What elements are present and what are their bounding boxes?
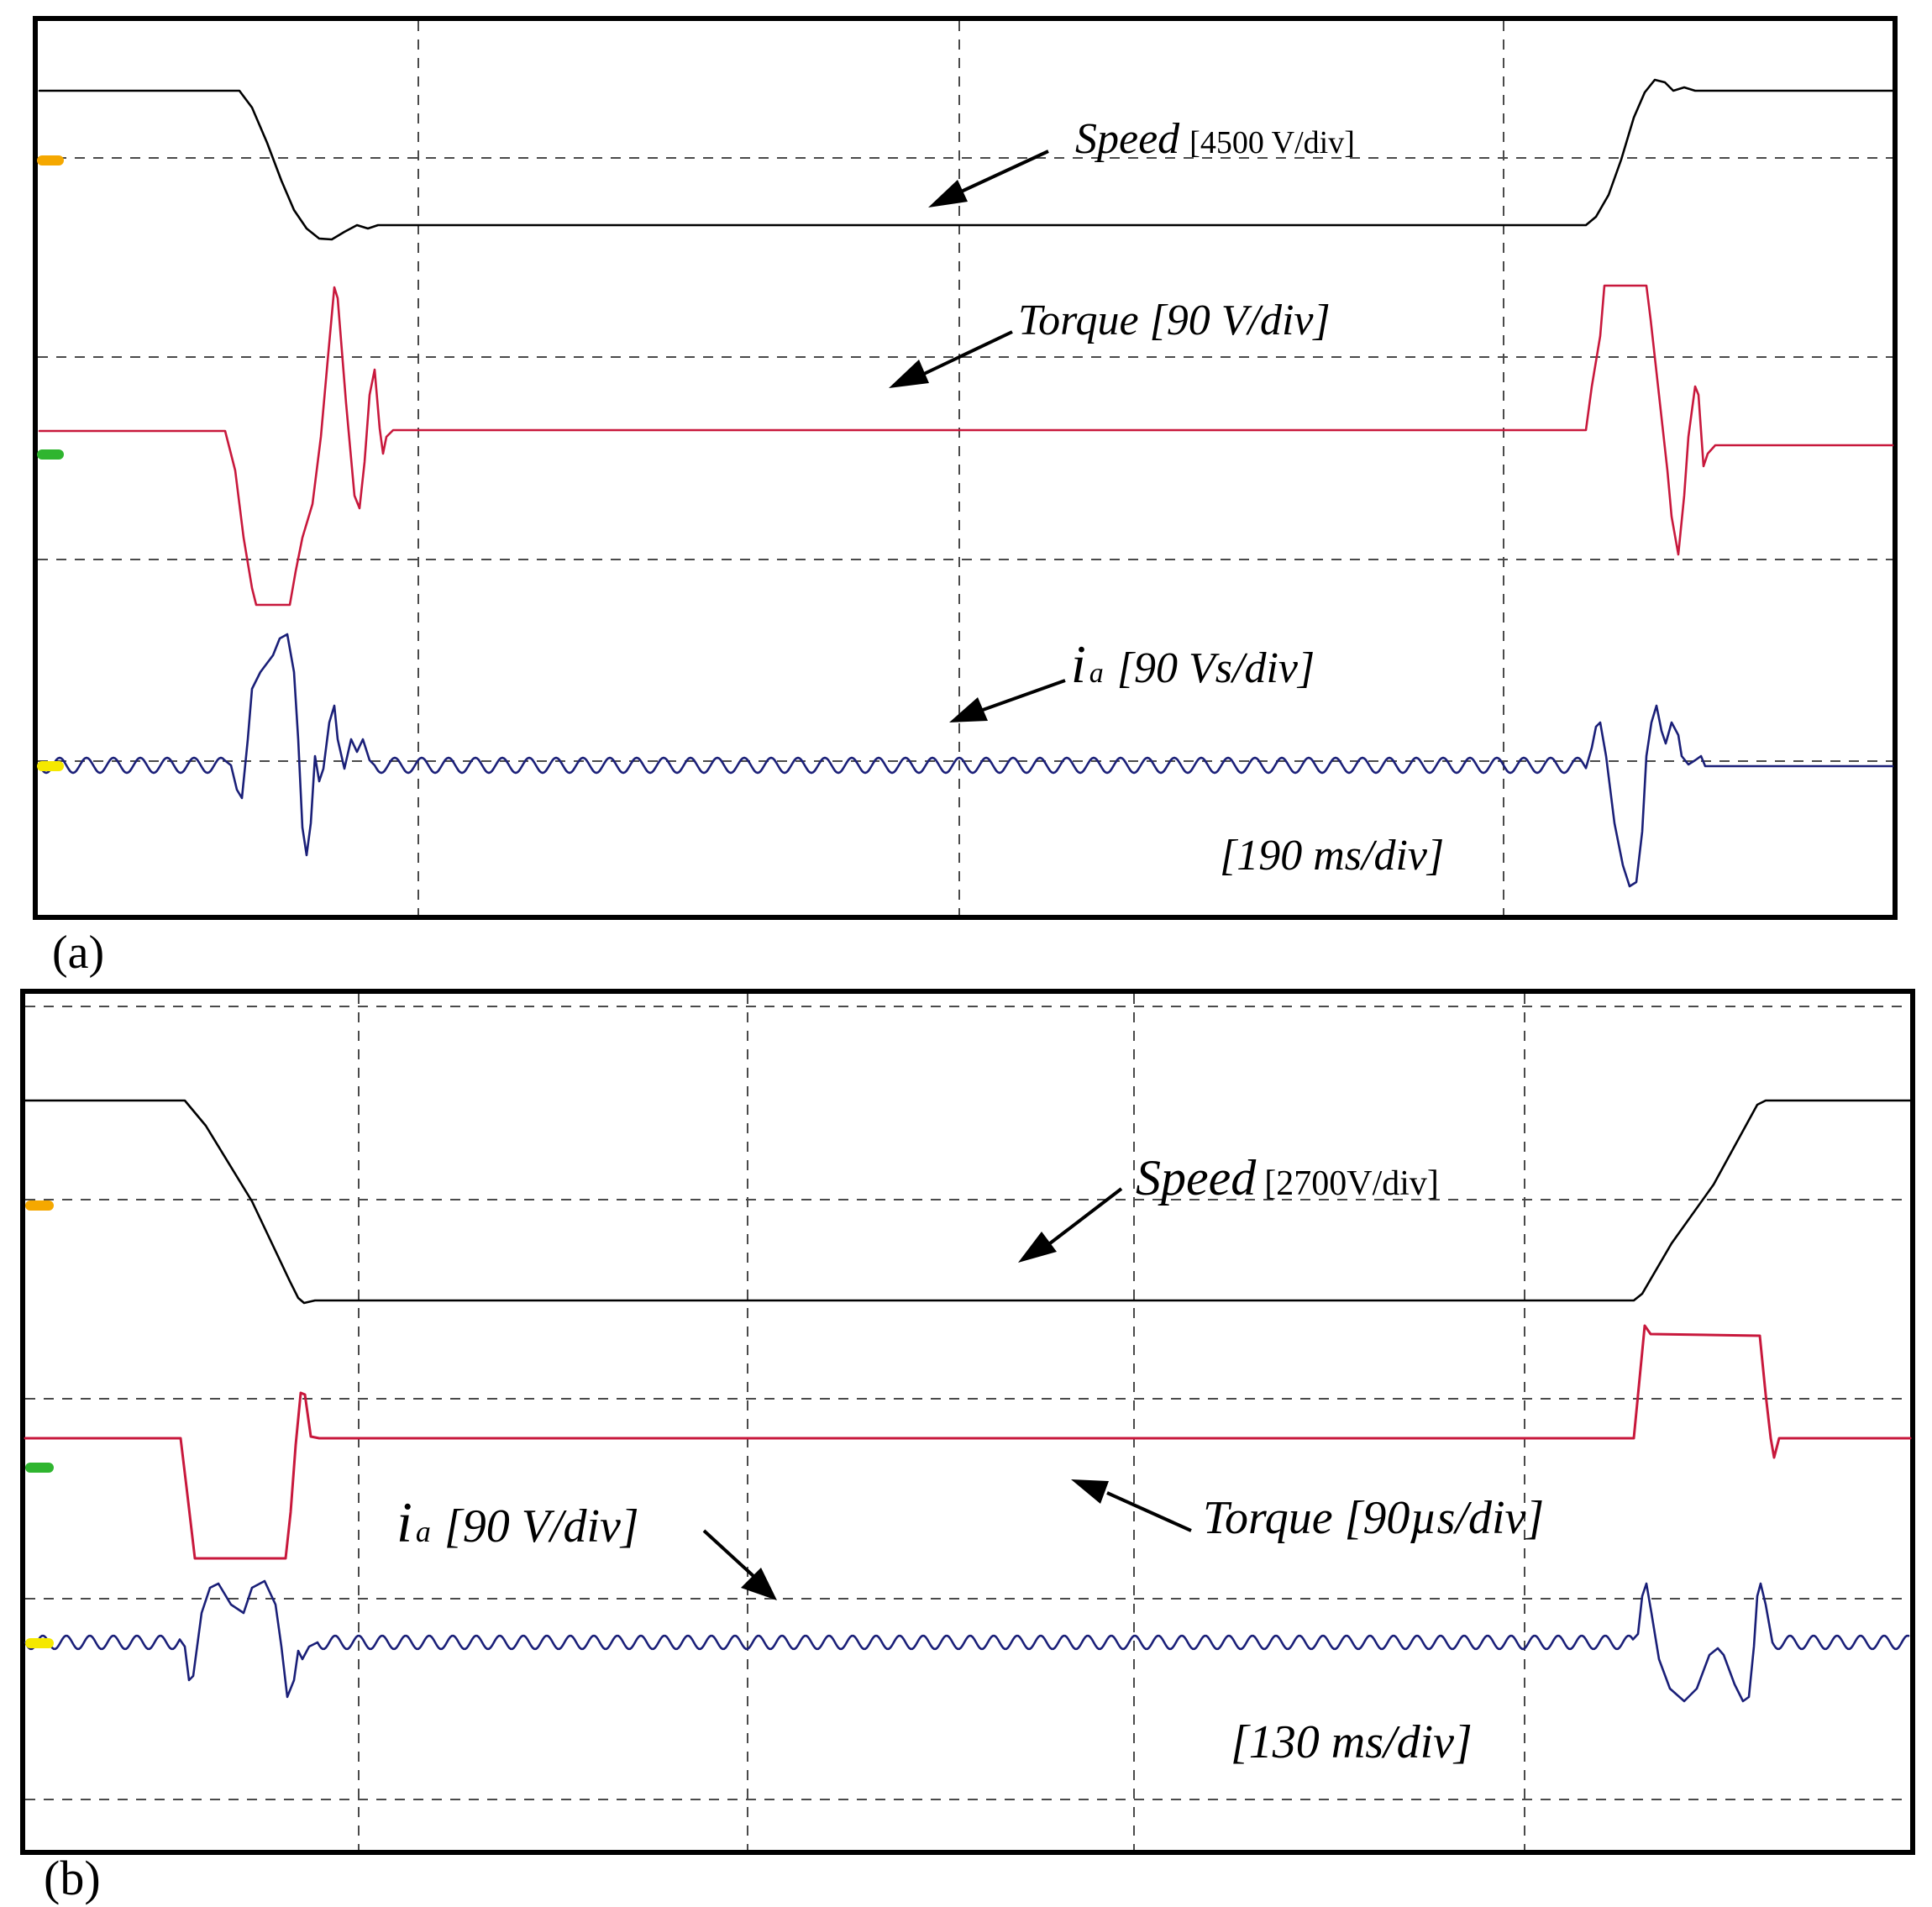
- grid-b: [25, 994, 1910, 1850]
- current-scale-a: [90 Vs/div]: [1117, 644, 1315, 692]
- current-arrow-a: [949, 679, 1066, 722]
- grid-a: [38, 21, 1893, 915]
- speed-trace-b: [24, 1099, 1912, 1305]
- speed-name-b: Speed: [1136, 1150, 1257, 1206]
- speed-name-a: Speed: [1075, 115, 1180, 163]
- current-trace-b: [24, 1579, 1910, 1703]
- speed-arrow-b: [1018, 1187, 1123, 1263]
- torque-arrow-a: [889, 330, 1013, 388]
- current-marker-b: [25, 1638, 54, 1648]
- svg-text:Speed [2700V/div]: Speed [2700V/div]: [1136, 1150, 1439, 1206]
- speed-marker-b: [25, 1200, 54, 1211]
- speed-marker-a: [37, 155, 64, 165]
- current-marker-a: [37, 761, 64, 771]
- current-trace-a: [38, 633, 1894, 888]
- panel-caption-a: (a): [52, 927, 104, 979]
- time-scale-b: [130 ms/div]: [1231, 1716, 1473, 1768]
- time-scale-a: [190 ms/div]: [1220, 832, 1444, 880]
- panel-caption-b: (b): [44, 1851, 101, 1905]
- torque-trace-b: [24, 1324, 1912, 1560]
- panel-b: Speed [2700V/div] Torque [90µs/div] i a …: [20, 989, 1915, 1905]
- current-symbol-a: i: [1071, 634, 1086, 694]
- current-subscript-a: a: [1089, 658, 1104, 689]
- torque-marker-b: [25, 1463, 54, 1473]
- current-scale-b: [90 V/div]: [444, 1500, 639, 1552]
- current-symbol-b: i: [396, 1490, 412, 1554]
- speed-arrow-a: [928, 150, 1049, 208]
- torque-label-b: Torque [90µs/div]: [1203, 1492, 1544, 1544]
- torque-marker-a: [37, 449, 64, 460]
- svg-text:Speed [4500 V/div]: Speed [4500 V/div]: [1075, 115, 1355, 163]
- speed-scale-a: [4500 V/div]: [1189, 125, 1355, 160]
- svg-text:i a [90 Vs/div]: i a [90 Vs/div]: [1071, 634, 1315, 694]
- speed-scale-b: [2700V/div]: [1264, 1164, 1439, 1203]
- torque-arrow-b: [1071, 1479, 1192, 1532]
- torque-trace-a: [38, 284, 1894, 607]
- current-subscript-b: a: [416, 1515, 431, 1548]
- frame-b: [20, 989, 1915, 1855]
- speed-trace-a: [38, 78, 1894, 241]
- panel-a: Speed [4500 V/div] Torque [90 V/div] i a…: [33, 16, 1898, 979]
- svg-text:i a [90 V/div]: i a [90 V/div]: [396, 1490, 639, 1554]
- torque-label-a: Torque [90 V/div]: [1018, 297, 1331, 344]
- current-arrow-b: [702, 1529, 777, 1600]
- frame-a: [33, 16, 1898, 920]
